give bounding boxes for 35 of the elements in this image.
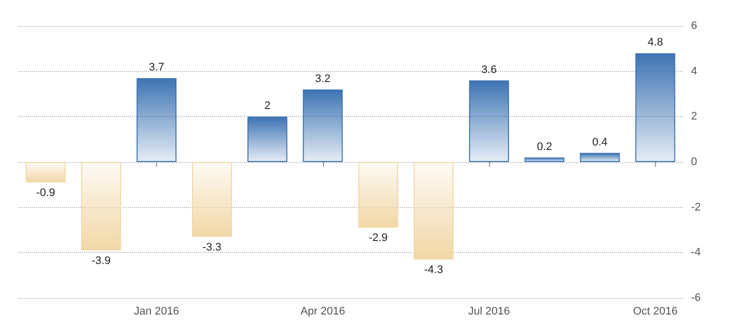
bar — [81, 162, 122, 250]
data-label: 4.8 — [648, 36, 663, 49]
data-label: 3.6 — [481, 64, 497, 76]
data-label: 0.2 — [536, 140, 552, 153]
data-label: -4.3 — [424, 264, 444, 276]
bar — [26, 162, 66, 182]
data-label: 3.7 — [148, 62, 164, 74]
y-tick-label: 6 — [691, 20, 698, 32]
x-tick-label: Apr 2016 — [300, 306, 346, 318]
data-label: 2 — [264, 100, 270, 112]
bar — [302, 89, 343, 162]
y-tick-label: -6 — [691, 292, 701, 304]
bar — [414, 162, 454, 260]
y-tick-label: 4 — [691, 65, 698, 78]
bar — [192, 162, 232, 237]
data-label: -2.9 — [368, 232, 388, 244]
x-tick-label: Oct 2016 — [632, 306, 678, 318]
data-label: 0.4 — [592, 136, 608, 148]
x-tick-label: Jan 2016 — [134, 306, 180, 318]
bar — [469, 80, 509, 162]
y-tick-label: -2 — [691, 201, 701, 214]
y-tick-label: -4 — [691, 246, 701, 259]
bar — [524, 157, 564, 162]
y-tick-label: 2 — [691, 110, 698, 123]
bar — [580, 152, 620, 162]
bar — [635, 53, 676, 162]
data-label: -3.3 — [202, 241, 222, 254]
data-label: -3.9 — [92, 254, 111, 267]
data-label: 3.2 — [315, 72, 330, 85]
bar — [358, 162, 398, 228]
y-tick-label: 0 — [691, 156, 698, 168]
bar — [136, 78, 176, 162]
bar — [247, 116, 288, 162]
data-label: -0.9 — [36, 186, 56, 199]
x-tick-label: Jul 2016 — [468, 306, 510, 318]
